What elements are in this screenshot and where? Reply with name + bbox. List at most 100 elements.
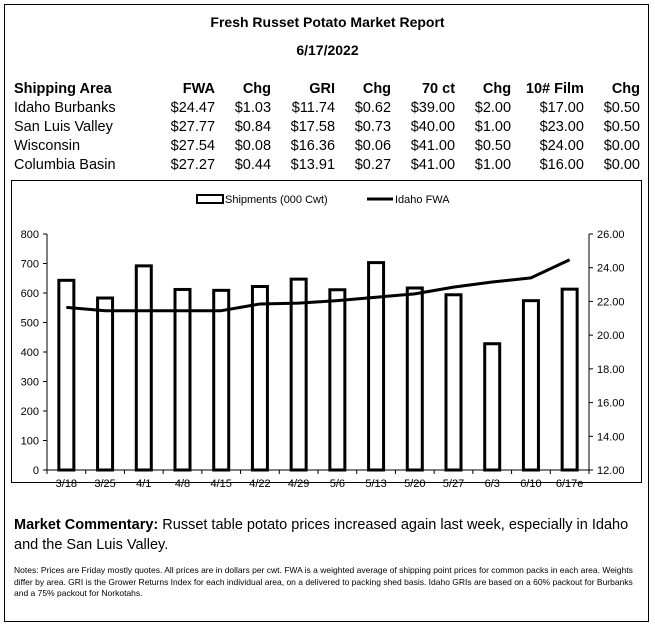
table-cell: $41.00 [410,137,456,154]
shipment-bar [96,296,115,472]
table-cell: Columbia Basin [14,156,116,173]
shipment-bar [405,286,424,472]
table-row: Columbia Basin $27.27 $0.44 $13.91 $0.27… [14,155,642,174]
table-cell: $24.00 [539,137,584,154]
right-tick-label: 16.00 [597,398,625,410]
table-cell: $0.08 [234,137,272,154]
left-tick-label: 300 [21,377,39,389]
shipment-bar [250,285,269,472]
idaho-fwa-line [66,258,571,313]
table-row: Wisconsin $27.54 $0.08 $16.36 $0.06 $41.… [14,136,642,155]
table-cell: $0.44 [234,156,272,173]
commentary-label: Market Commentary: [14,517,159,533]
table-cell: $27.54 [170,137,216,154]
table-cell: $0.06 [354,137,392,154]
column-header: Shipping Area [14,80,112,97]
x-tick-label: 6/3 [485,478,500,490]
price-table: Shipping Area FWA Chg GRI Chg 70 ct Chg … [14,79,642,174]
right-tick-label: 26.00 [597,229,625,241]
table-cell: $40.00 [410,118,456,135]
right-tick-label: 24.00 [597,263,625,275]
x-tick-label: 5/27 [443,478,464,490]
shipment-bar [57,278,76,472]
column-header: 70 ct [421,80,456,97]
table-cell: $27.27 [170,156,216,173]
shipment-bar [328,288,347,472]
report-frame [4,4,649,622]
x-tick-label: 3/18 [56,478,77,490]
table-cell: $39.00 [410,99,456,116]
table-cell: $11.74 [291,99,336,116]
table-cell: $16.00 [539,156,584,173]
table-cell: $1.00 [474,156,512,173]
table-cell: $16.36 [290,137,336,154]
x-tick-label: 5/6 [330,478,345,490]
x-tick-label: 4/1 [136,478,151,490]
x-tick-label: 5/20 [404,478,425,490]
right-tick-label: 20.00 [597,330,625,342]
table-row: Idaho Burbanks $24.47 $1.03 $11.74 $0.62… [14,98,642,117]
left-tick-label: 0 [33,465,39,477]
shipment-bar [212,288,231,472]
column-header: Chg [482,80,512,97]
column-header: Chg [611,80,640,97]
shipment-bar [444,293,463,472]
shipment-bar [289,277,308,472]
x-tick-label: 4/8 [175,478,190,490]
table-cell: $1.00 [474,118,512,135]
right-tick-label: 22.00 [597,296,625,308]
table-cell: $0.50 [603,99,640,116]
table-cell: $24.47 [170,99,216,116]
commentary-text: Russet table potato prices increased aga… [14,517,629,553]
table-cell: $0.00 [603,137,640,154]
right-tick-label: 14.00 [597,431,625,443]
x-tick-label: 6/10 [520,478,541,490]
x-tick-label: 5/13 [365,478,386,490]
report-date: 6/17/2022 [296,42,359,58]
left-tick-label: 500 [21,318,39,330]
table-cell: $0.62 [354,99,392,116]
table-cell: $1.03 [234,99,272,116]
left-tick-label: 800 [21,229,39,241]
x-tick-label: 4/15 [211,478,232,490]
table-cell: $27.77 [170,118,216,135]
left-tick-label: 400 [21,347,39,359]
table-cell: $2.00 [474,99,512,116]
shipment-bar [560,287,579,472]
table-cell: San Luis Valley [14,118,113,135]
legend-bar-swatch [196,194,224,204]
column-header: GRI [309,80,336,97]
table-cell: $0.00 [603,156,640,173]
chart-box [11,180,642,483]
table-cell: $0.27 [354,156,392,173]
table-cell: $17.58 [290,118,336,135]
column-header: FWA [182,80,216,97]
x-tick-label: 3/25 [94,478,115,490]
x-tick-label: 4/29 [288,478,309,490]
table-cell: $41.00 [410,156,456,173]
left-tick-label: 700 [21,259,39,271]
table-cell: Idaho Burbanks [14,99,116,116]
table-cell: $13.91 [290,156,336,173]
x-tick-label: 4/22 [249,478,270,490]
shipment-bar [173,287,192,472]
table-cell: $0.84 [234,118,272,135]
market-commentary: Market Commentary: Russet table potato p… [14,515,644,555]
right-tick-label: 18.00 [597,364,625,376]
right-tick-label: 12.00 [597,465,625,477]
column-header: 10# Film [525,80,584,97]
table-cell: Wisconsin [14,137,81,154]
table-cell: $0.73 [354,118,392,135]
x-tick-label: 6/17e [556,478,584,490]
shipment-bar [367,261,386,472]
table-cell: $0.50 [474,137,512,154]
table-cell: $17.00 [539,99,584,116]
table-cell: $23.00 [539,118,584,135]
column-header: Chg [362,80,392,97]
table-header-row: Shipping Area FWA Chg GRI Chg 70 ct Chg … [14,79,642,98]
footnotes: Notes: Prices are Friday mostly quotes. … [14,565,633,598]
legend-bar-label: Shipments (000 Cwt) [225,194,328,206]
report-title: Fresh Russet Potato Market Report [210,14,445,30]
left-tick-label: 100 [21,436,39,448]
column-header: Chg [242,80,272,97]
